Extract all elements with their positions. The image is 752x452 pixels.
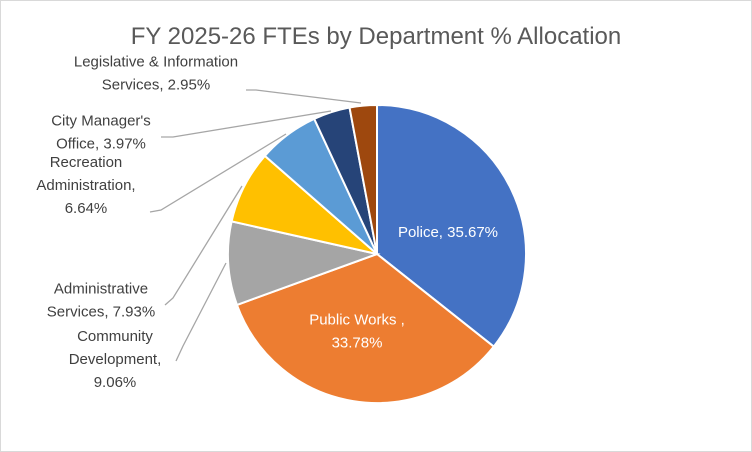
data-label-police: Police, 35.67% bbox=[398, 224, 498, 241]
leader-lines bbox=[149, 89, 362, 362]
data-label-line: Recreation bbox=[50, 154, 123, 171]
data-label-legislative-information-services: Legislative & Information Services, 2.95% bbox=[74, 54, 238, 94]
data-label-line: Office, 3.97% bbox=[56, 136, 146, 153]
pie-slice-police bbox=[376, 103, 527, 348]
leader-line-recreation-administration bbox=[149, 133, 287, 213]
data-label-line: Administration, bbox=[36, 177, 135, 194]
data-label-line: Administrative bbox=[54, 281, 148, 298]
data-label-city-manager-s-office: City Manager's Office, 3.97% bbox=[51, 113, 151, 153]
data-label-public-works: Public Works , 33.78% bbox=[309, 312, 405, 352]
data-label-line: 6.64% bbox=[65, 200, 108, 217]
data-label-line: 33.78% bbox=[332, 335, 383, 352]
data-label-line: 9.06% bbox=[94, 374, 137, 391]
data-label-line: Public Works , bbox=[309, 312, 405, 329]
chart-title: FY 2025-26 FTEs by Department % Allocati… bbox=[131, 23, 621, 50]
pie-slice-public-works bbox=[235, 252, 496, 404]
data-label-line: Police, 35.67% bbox=[398, 224, 498, 241]
data-label-line: Services, 2.95% bbox=[102, 77, 210, 94]
pie-slice-legislative-information-services bbox=[348, 103, 378, 255]
data-label-line: Services, 7.93% bbox=[47, 304, 155, 321]
pie-slices bbox=[227, 103, 527, 404]
leader-line-community-development bbox=[175, 262, 227, 362]
data-label-line: City Manager's bbox=[51, 113, 151, 130]
data-label-community-development: Community Development, 9.06% bbox=[69, 328, 162, 391]
data-label-recreation-administration: Recreation Administration, 6.64% bbox=[36, 154, 135, 217]
data-label-line: Community bbox=[77, 328, 153, 345]
leader-line-administrative-services bbox=[164, 185, 243, 306]
leader-line-legislative-information-services bbox=[246, 89, 362, 104]
data-labels: Police, 35.67% Public Works , 33.78% Commun… bbox=[36, 54, 498, 392]
pie-slice-community-development bbox=[227, 220, 381, 307]
data-label-administrative-services: Administrative Services, 7.93% bbox=[47, 281, 155, 321]
data-label-line: Development, bbox=[69, 351, 162, 368]
leader-line-city-manager-s-office bbox=[161, 110, 332, 138]
data-label-line: Legislative & Information bbox=[74, 54, 238, 71]
